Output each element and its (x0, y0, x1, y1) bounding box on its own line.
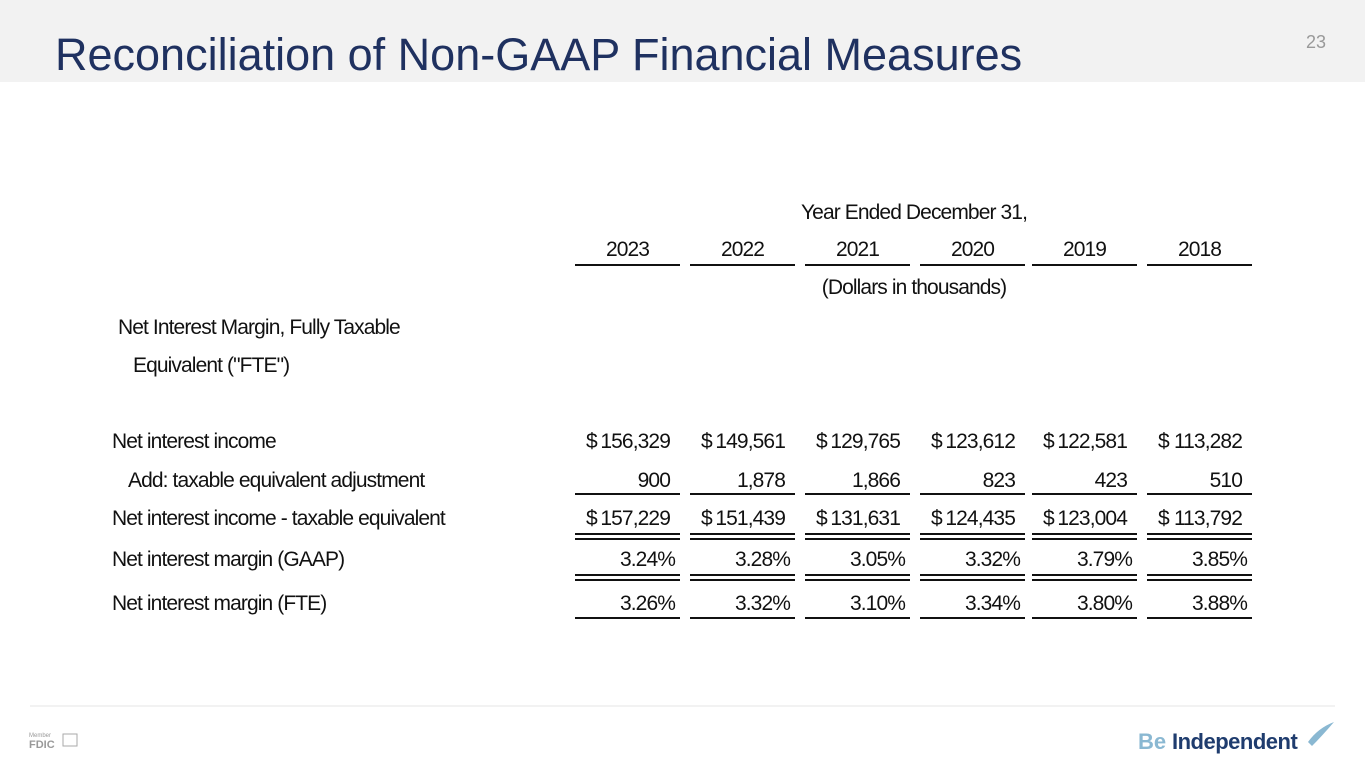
cell: 3.85% (1192, 548, 1247, 571)
brand-bird (1308, 722, 1334, 746)
fdic-text: FDIC (29, 739, 55, 751)
row-label: Add: taxable equivalent adjustment (128, 469, 425, 492)
column-header: 2021 (836, 238, 879, 261)
row-label: Net interest income - taxable equivalent (112, 507, 446, 530)
cell: 3.32% (965, 548, 1020, 571)
cell: 1,866 (852, 469, 900, 492)
column-header: 2020 (951, 238, 994, 261)
currency-sign: $ (816, 430, 828, 453)
currency-sign: $ (931, 507, 943, 530)
cell: 151,439 (715, 507, 785, 530)
currency-sign: $ (586, 430, 598, 453)
cell: 3.05% (850, 548, 905, 571)
cell: 3.88% (1192, 592, 1247, 615)
section-label: Equivalent ("FTE") (133, 354, 289, 377)
cell: 129,765 (830, 430, 900, 453)
currency-sign: $ (701, 507, 713, 530)
cell: 3.26% (620, 592, 675, 615)
cell: 823 (983, 469, 1016, 492)
cell: 1,878 (737, 469, 785, 492)
cell: 3.34% (965, 592, 1020, 615)
brand-prefix: Be (1138, 729, 1166, 754)
column-header: 2022 (721, 238, 764, 261)
currency-sign: $ (586, 507, 598, 530)
cell: 149,561 (715, 430, 785, 453)
cell: 3.79% (1077, 548, 1132, 571)
currency-sign: $ (1043, 430, 1055, 453)
row-label: Net interest margin (GAAP) (112, 548, 344, 571)
cell: 131,631 (830, 507, 900, 530)
cell: 900 (638, 469, 671, 492)
cell: 3.10% (850, 592, 905, 615)
sub-header: (Dollars in thousands) (822, 276, 1006, 299)
column-header: 2019 (1063, 238, 1106, 261)
cell: 3.24% (620, 548, 675, 571)
currency-sign: $ (1043, 507, 1055, 530)
title: Reconciliation of Non-GAAP Financial Mea… (55, 29, 1022, 80)
cell: 124,435 (945, 507, 1015, 530)
currency-sign: $ (701, 430, 713, 453)
cell: 123,004 (1057, 507, 1128, 530)
currency-sign: $ (816, 507, 828, 530)
currency-sign: $ (1158, 507, 1170, 530)
currency-sign: $ (1158, 430, 1170, 453)
cell: 113,282 (1174, 430, 1242, 453)
cell: 122,581 (1057, 430, 1127, 453)
cell: 510 (1210, 469, 1243, 492)
column-header: 2018 (1178, 238, 1221, 261)
row-label: Net interest income (112, 430, 276, 453)
column-header: 2023 (606, 238, 649, 261)
cell: 3.80% (1077, 592, 1132, 615)
header-band (0, 0, 1365, 82)
row-label: Net interest margin (FTE) (112, 592, 326, 615)
cell: 3.28% (735, 548, 790, 571)
cell: 157,229 (600, 507, 670, 530)
housing-icon (62, 733, 78, 747)
currency-sign: $ (931, 430, 943, 453)
section-label: Net Interest Margin, Fully Taxable (118, 316, 400, 339)
member-text: Member (29, 733, 51, 739)
cell: 156,329 (600, 430, 670, 453)
brand: Independent (1172, 729, 1298, 754)
super-header: Year Ended December 31, (801, 201, 1027, 224)
page-number: 23 (1306, 32, 1326, 52)
cell: 3.32% (735, 592, 790, 615)
cell: 423 (1095, 469, 1128, 492)
cell: 113,792 (1174, 507, 1242, 530)
cell: 123,612 (945, 430, 1015, 453)
